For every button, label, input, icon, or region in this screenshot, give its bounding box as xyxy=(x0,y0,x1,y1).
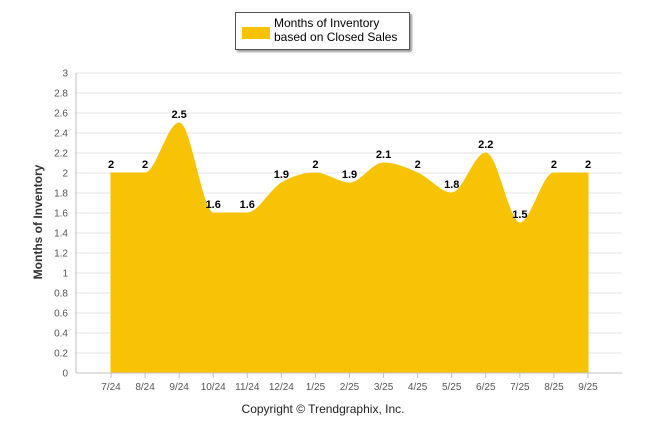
axes xyxy=(75,73,622,378)
x-tick-label: 8/25 xyxy=(544,382,564,393)
x-tick-label: 1/25 xyxy=(306,382,326,393)
data-label: 1.6 xyxy=(240,199,255,211)
y-tick-label: 1 xyxy=(62,269,68,280)
series-area xyxy=(110,122,589,374)
y-tick-label: 0.8 xyxy=(54,289,68,300)
data-label: 2 xyxy=(108,159,114,171)
legend-swatch xyxy=(242,27,270,39)
y-axis-title: Months of Inventory xyxy=(31,164,45,279)
series-area-fill xyxy=(110,122,589,374)
y-tick-label: 0 xyxy=(62,369,68,380)
data-label: 2 xyxy=(142,159,148,171)
data-label: 2.5 xyxy=(171,109,186,121)
y-tick-label: 2 xyxy=(62,169,68,180)
y-tick-label: 1.8 xyxy=(54,189,68,200)
x-tick-label: 5/25 xyxy=(442,382,462,393)
data-label: 1.9 xyxy=(274,169,289,181)
data-label: 2 xyxy=(585,159,591,171)
x-tick-label: 9/25 xyxy=(578,382,598,393)
y-tick-label: 0.6 xyxy=(54,309,68,320)
y-tick-label: 2.6 xyxy=(54,109,68,120)
y-tick-label: 0.4 xyxy=(54,329,68,340)
legend-label: Months of Inventory based on Closed Sale… xyxy=(274,16,398,44)
y-tick-labels: 0 0.2 0.4 0.6 0.8 1 1.2 1.4 1.6 1.8 2 2.2 2.4 2.6 2.8 3 xyxy=(54,69,68,380)
data-label: 1.6 xyxy=(206,199,221,211)
x-tick-label: 6/25 xyxy=(476,382,496,393)
data-labels: 2 2 2.5 1.6 1.6 1.9 2 1.9 2.1 2 1.8 2.2 1.5 2 2 xyxy=(108,109,591,221)
data-label: 2 xyxy=(415,159,421,171)
y-tick-label: 0.2 xyxy=(54,349,68,360)
copyright-footer: Copyright © Trendgraphix, Inc. xyxy=(241,402,405,416)
y-tick-label: 1.6 xyxy=(54,209,68,220)
y-tick-label: 2.4 xyxy=(54,129,68,140)
x-tick-label: 9/24 xyxy=(169,382,189,393)
data-label: 1.5 xyxy=(512,209,527,221)
data-label: 2.1 xyxy=(376,149,391,161)
y-tick-label: 1.4 xyxy=(54,229,68,240)
data-label: 2 xyxy=(551,159,557,171)
y-tick-label: 3 xyxy=(62,69,68,80)
data-label: 2 xyxy=(312,159,318,171)
x-tick-label: 10/24 xyxy=(201,382,226,393)
x-tick-label: 4/25 xyxy=(408,382,428,393)
data-label: 1.9 xyxy=(342,169,357,181)
x-tick-label: 8/24 xyxy=(135,382,155,393)
x-tick-label: 2/25 xyxy=(340,382,360,393)
x-tick-label: 12/24 xyxy=(269,382,294,393)
y-tick-label: 2.8 xyxy=(54,89,68,100)
data-label: 2.2 xyxy=(478,139,493,151)
chart-legend: Months of Inventory based on Closed Sale… xyxy=(235,12,410,50)
y-tick-label: 1.2 xyxy=(54,249,68,260)
x-tick-labels: 7/24 8/24 9/24 10/24 11/24 12/24 1/25 2/25 3/25 4… xyxy=(101,382,598,393)
x-tick-label: 7/25 xyxy=(510,382,530,393)
x-tick-label: 7/24 xyxy=(101,382,121,393)
x-tick-label: 11/24 xyxy=(235,382,260,393)
data-label: 1.8 xyxy=(444,179,459,191)
y-tick-label: 2.2 xyxy=(54,149,68,160)
x-tick-label: 3/25 xyxy=(374,382,394,393)
